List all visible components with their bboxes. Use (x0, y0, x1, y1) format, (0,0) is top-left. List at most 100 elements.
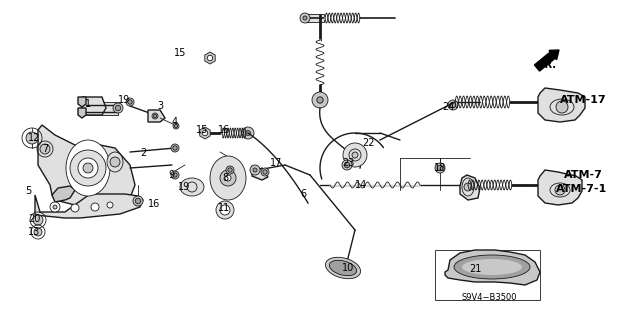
Polygon shape (148, 110, 165, 122)
Text: 24: 24 (442, 102, 454, 112)
Circle shape (50, 202, 60, 212)
Circle shape (448, 100, 458, 110)
Circle shape (173, 123, 179, 129)
Text: 17: 17 (270, 158, 282, 168)
Circle shape (226, 166, 234, 174)
Circle shape (107, 202, 113, 208)
Text: 11: 11 (218, 203, 230, 213)
Circle shape (91, 203, 99, 211)
Polygon shape (35, 194, 143, 218)
Ellipse shape (107, 152, 123, 172)
Bar (435, 250, 540, 300)
Circle shape (312, 92, 328, 108)
Text: 19: 19 (178, 182, 190, 192)
Circle shape (451, 102, 456, 108)
Circle shape (115, 105, 121, 111)
Circle shape (225, 175, 231, 181)
Text: 13: 13 (28, 227, 40, 237)
Text: 16: 16 (148, 199, 160, 209)
Text: 23: 23 (342, 158, 355, 168)
Circle shape (253, 168, 257, 172)
Text: 9: 9 (168, 170, 174, 180)
Circle shape (78, 158, 98, 178)
Text: 7: 7 (42, 144, 48, 154)
Circle shape (83, 163, 93, 173)
Circle shape (53, 205, 57, 209)
Ellipse shape (550, 99, 574, 115)
Text: 20: 20 (28, 214, 40, 224)
Text: 8: 8 (222, 173, 228, 183)
Text: 22: 22 (362, 138, 374, 148)
Circle shape (220, 170, 236, 186)
Circle shape (242, 127, 254, 139)
Ellipse shape (325, 257, 360, 279)
Circle shape (464, 183, 472, 191)
Text: 4: 4 (172, 117, 178, 127)
Circle shape (300, 13, 310, 23)
Text: 5: 5 (25, 186, 31, 196)
Circle shape (220, 205, 230, 215)
Circle shape (216, 201, 234, 219)
Circle shape (70, 150, 106, 186)
Text: 2: 2 (140, 148, 147, 158)
Circle shape (261, 168, 269, 176)
Text: S9V4−B3500: S9V4−B3500 (462, 293, 518, 301)
Text: 6: 6 (300, 189, 306, 199)
Circle shape (437, 165, 443, 171)
Circle shape (173, 146, 177, 150)
Text: FR.: FR. (538, 60, 556, 70)
Circle shape (263, 170, 268, 174)
Polygon shape (38, 125, 135, 205)
Circle shape (171, 171, 179, 179)
Circle shape (171, 144, 179, 152)
Text: 10: 10 (342, 263, 355, 273)
Circle shape (173, 173, 177, 177)
Circle shape (113, 103, 123, 113)
Text: 12: 12 (28, 133, 40, 143)
Text: ATM-7: ATM-7 (564, 170, 603, 180)
Polygon shape (205, 52, 215, 64)
Text: 15: 15 (196, 125, 209, 135)
Circle shape (40, 144, 50, 154)
Text: 21: 21 (469, 264, 481, 274)
Text: ATM-17: ATM-17 (560, 95, 607, 105)
Circle shape (34, 228, 42, 236)
Circle shape (317, 97, 323, 103)
Text: 3: 3 (157, 101, 163, 111)
Polygon shape (445, 250, 540, 285)
Circle shape (110, 157, 120, 167)
Text: 18: 18 (434, 163, 446, 173)
Circle shape (207, 55, 212, 61)
Text: 14: 14 (355, 180, 367, 190)
Circle shape (246, 130, 250, 135)
Circle shape (344, 162, 349, 168)
Polygon shape (460, 175, 480, 200)
Text: 15: 15 (174, 48, 186, 58)
Polygon shape (252, 166, 268, 180)
Circle shape (202, 130, 208, 136)
Ellipse shape (550, 183, 570, 197)
Text: 19: 19 (118, 95, 131, 105)
Polygon shape (538, 88, 585, 122)
Circle shape (133, 196, 143, 206)
Ellipse shape (462, 259, 522, 275)
Circle shape (152, 113, 158, 119)
Circle shape (154, 114, 157, 118)
Ellipse shape (210, 156, 246, 200)
Circle shape (352, 152, 358, 158)
Circle shape (174, 124, 178, 128)
Text: 16: 16 (218, 125, 230, 135)
Circle shape (342, 160, 352, 170)
Ellipse shape (462, 178, 474, 196)
Ellipse shape (454, 255, 530, 279)
Circle shape (435, 163, 445, 173)
Polygon shape (78, 108, 86, 118)
Polygon shape (538, 170, 582, 205)
Circle shape (343, 143, 367, 167)
Circle shape (33, 215, 43, 225)
Circle shape (228, 168, 232, 172)
Circle shape (128, 100, 132, 104)
Polygon shape (52, 186, 75, 202)
Circle shape (126, 98, 134, 106)
Bar (306, 14, 324, 22)
